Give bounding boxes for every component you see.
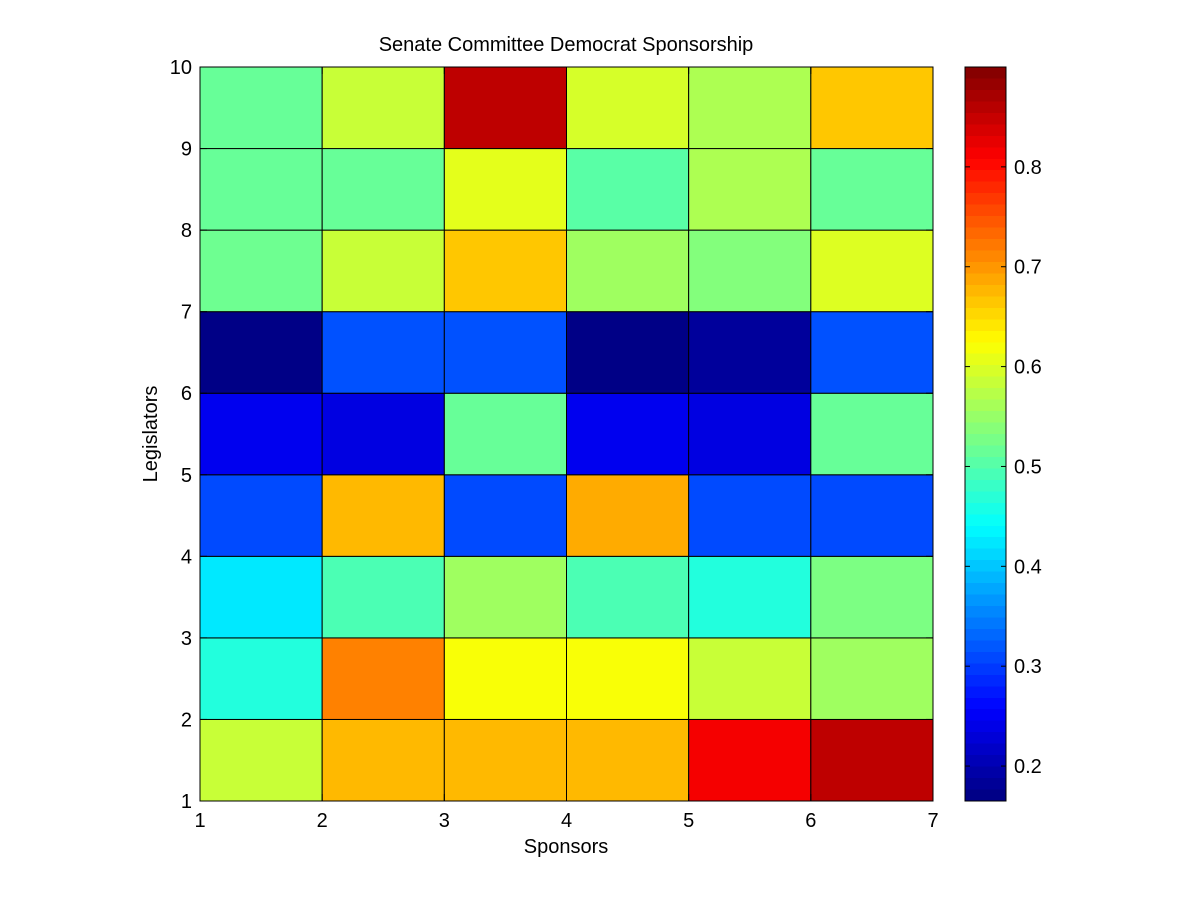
heatmap-cell xyxy=(810,392,934,476)
heatmap-cell xyxy=(566,555,690,639)
colorbar-tick-label: 0.4 xyxy=(1014,556,1042,578)
heatmap-cell xyxy=(199,555,323,639)
colorbar-tick-label: 0.6 xyxy=(1014,357,1042,379)
heatmap-cell xyxy=(199,148,323,231)
y-tick-label: 2 xyxy=(181,709,192,731)
heatmap-cell xyxy=(688,718,812,802)
heatmap-cell xyxy=(443,474,568,557)
heatmap-cell xyxy=(566,148,690,231)
y-tick-label: 8 xyxy=(181,220,192,242)
heatmap-cell xyxy=(810,148,934,231)
heatmap-cell xyxy=(443,229,568,313)
heatmap-cell xyxy=(566,637,690,720)
colorbar-tick-label: 0.2 xyxy=(1014,756,1042,778)
heatmap-cell xyxy=(688,392,812,476)
heatmap-cell xyxy=(199,718,323,802)
heatmap-cell xyxy=(566,392,690,476)
heatmap-cell xyxy=(810,311,934,394)
heatmap-cell xyxy=(443,392,568,476)
heatmap-cell xyxy=(443,555,568,639)
heatmap-cell xyxy=(810,229,934,313)
x-tick-label: 7 xyxy=(927,810,938,832)
y-tick-label: 6 xyxy=(181,383,192,405)
y-tick-label: 4 xyxy=(181,546,192,568)
colorbar-tick-label: 0.7 xyxy=(1014,257,1042,279)
x-tick-label: 4 xyxy=(561,810,572,832)
heatmap-cell xyxy=(688,66,812,150)
heatmap-cell xyxy=(688,474,812,557)
heatmap-cell xyxy=(199,311,323,394)
heatmap-cell xyxy=(810,637,934,720)
heatmap-cell xyxy=(688,311,812,394)
heatmap-cell xyxy=(199,637,323,720)
y-tick-label: 3 xyxy=(181,628,192,650)
heatmap-cell xyxy=(321,637,445,720)
heatmap-cell xyxy=(321,718,445,802)
heatmap-cell xyxy=(688,555,812,639)
heatmap-cell xyxy=(321,66,445,150)
heatmap-cell xyxy=(688,148,812,231)
heatmap-cell xyxy=(566,66,690,150)
y-tick-label: 1 xyxy=(181,791,192,813)
heatmap-cell xyxy=(566,474,690,557)
heatmap-cell xyxy=(199,229,323,313)
y-axis: 1 2 3 4 5 6 7 8 9 10 xyxy=(170,57,933,813)
colorbar-tick-label: 0.5 xyxy=(1014,456,1042,478)
y-axis-label: Legislators xyxy=(140,386,162,483)
heatmap-cell xyxy=(566,718,690,802)
heatmap-cell xyxy=(199,392,323,476)
heatmap-cell xyxy=(566,229,690,313)
x-tick-label: 6 xyxy=(805,810,816,832)
heatmap-cell xyxy=(810,474,934,557)
x-axis-label: Sponsors xyxy=(524,836,609,858)
heatmap-cell xyxy=(321,229,445,313)
heatmap-cell xyxy=(199,66,323,150)
colorbar-tick-label: 0.8 xyxy=(1014,157,1042,179)
x-tick-label: 3 xyxy=(439,810,450,832)
heatmap-cell xyxy=(321,474,445,557)
y-tick-label: 9 xyxy=(181,139,192,161)
heatmap-cell xyxy=(810,555,934,639)
heatmap-cell xyxy=(321,392,445,476)
x-axis: 1 2 3 4 5 6 7 xyxy=(194,67,939,832)
y-tick-label: 5 xyxy=(181,465,192,487)
colorbar xyxy=(964,66,1007,802)
colorbar-tick-label: 0.3 xyxy=(1014,656,1042,678)
heatmap-cell xyxy=(321,555,445,639)
heatmap-cell xyxy=(810,718,934,802)
heatmap-cell xyxy=(443,718,568,802)
heatmap-cell xyxy=(566,311,690,394)
colorbar-ticks: 0.2 0.3 0.4 0.5 0.6 0.7 0.8 xyxy=(965,157,1042,778)
heatmap-cell xyxy=(443,66,568,150)
heatmap-cell xyxy=(688,229,812,313)
chart-title: Senate Committee Democrat Sponsorship xyxy=(379,34,754,56)
x-tick-label: 1 xyxy=(194,810,205,832)
heatmap-cell xyxy=(810,66,934,150)
heatmap-cell xyxy=(443,148,568,231)
x-tick-label: 5 xyxy=(683,810,694,832)
y-tick-label: 7 xyxy=(181,302,192,324)
heatmap-cell xyxy=(688,637,812,720)
x-tick-label: 2 xyxy=(317,810,328,832)
heatmap-cell xyxy=(199,474,323,557)
heatmap-cell xyxy=(443,311,568,394)
heatmap-cells xyxy=(199,66,934,802)
heatmap-cell xyxy=(443,637,568,720)
heatmap-cell xyxy=(321,148,445,231)
heatmap-cell xyxy=(321,311,445,394)
y-tick-label: 10 xyxy=(170,57,192,79)
